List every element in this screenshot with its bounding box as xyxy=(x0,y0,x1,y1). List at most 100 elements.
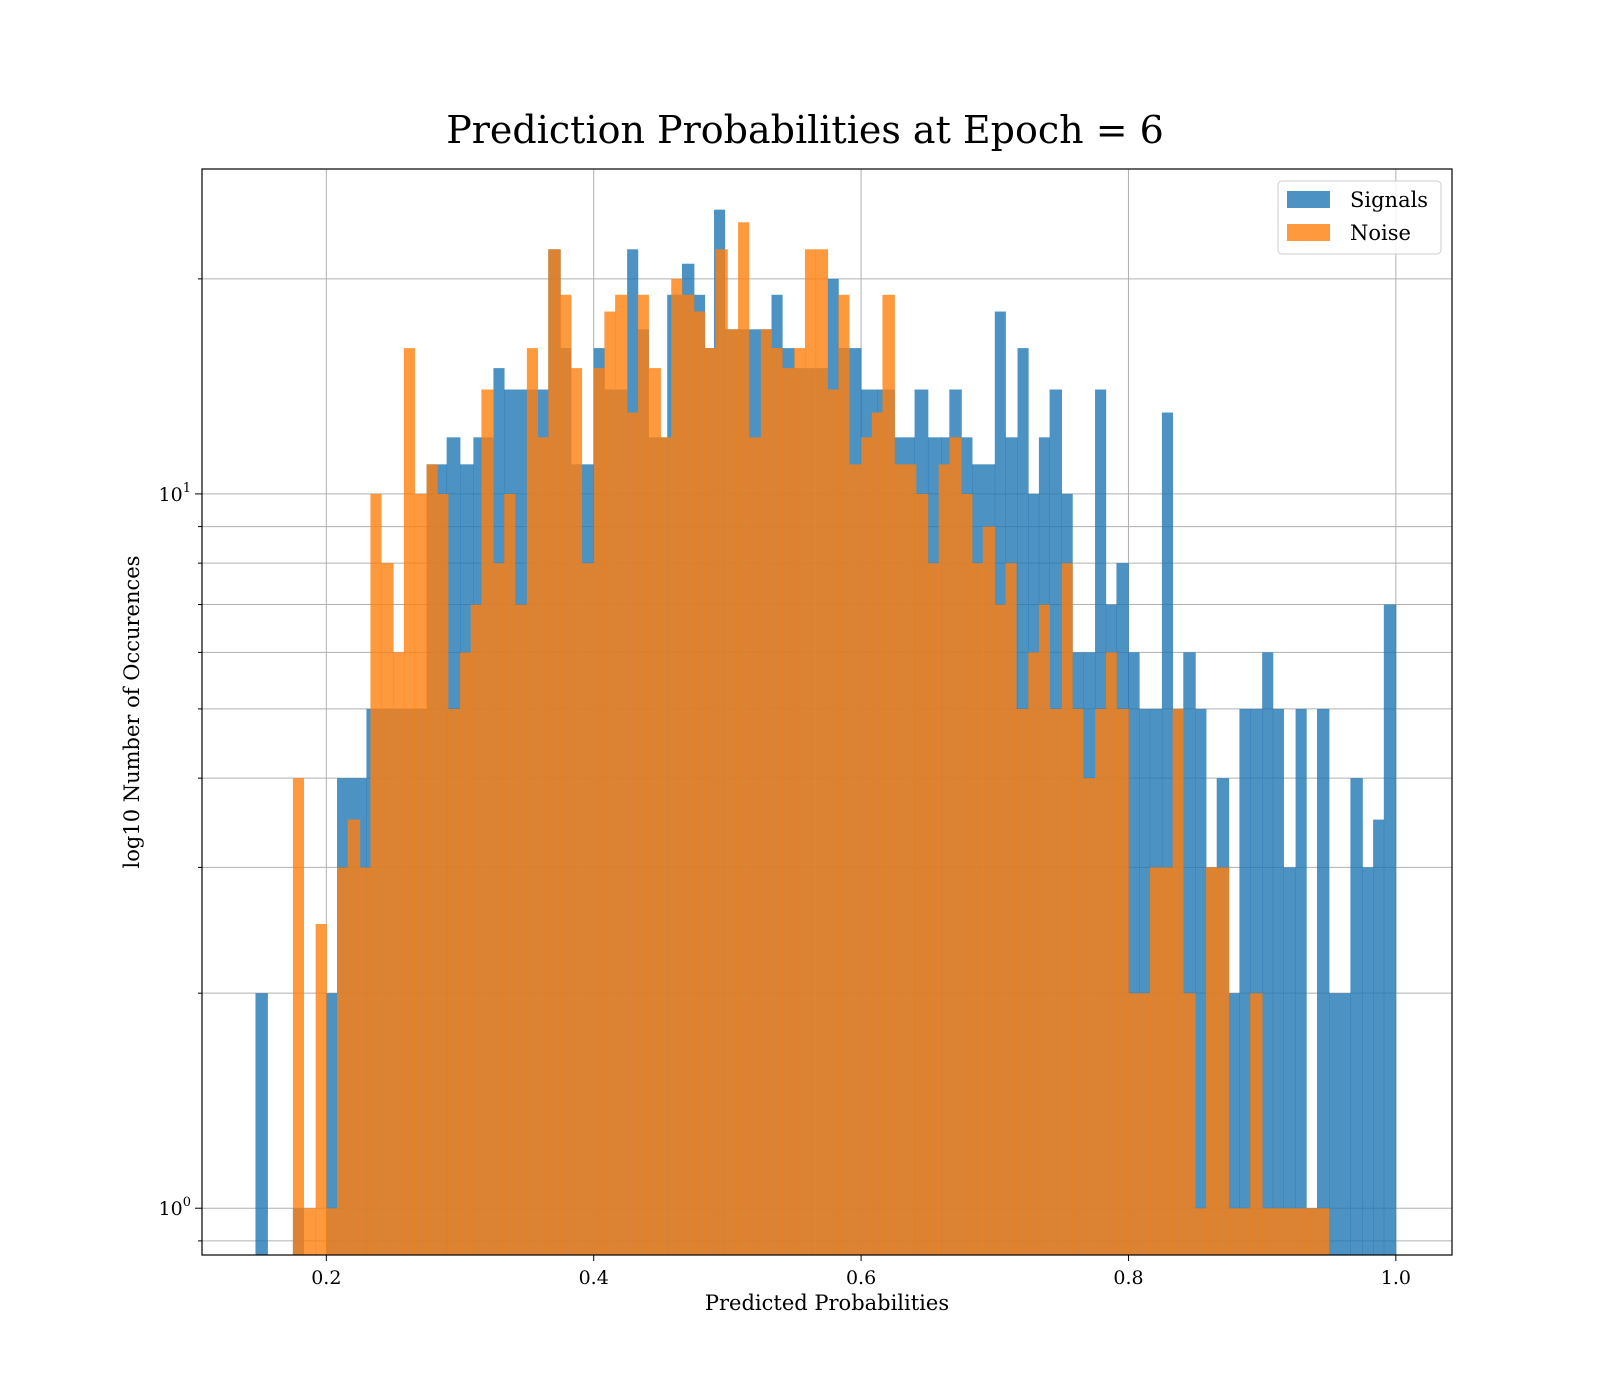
noise-bar-37 xyxy=(704,348,716,1256)
noise-bar-15 xyxy=(460,652,472,1255)
noise-bar-54 xyxy=(894,464,906,1256)
signals-bar-2 xyxy=(326,993,338,1255)
noise-bar-33 xyxy=(660,437,672,1256)
noise-bar-16 xyxy=(470,604,482,1255)
noise-bar-46 xyxy=(804,249,817,1256)
noise-bar-83 xyxy=(1216,867,1230,1255)
noise-bar-5 xyxy=(347,819,361,1255)
noise-bar-57 xyxy=(927,563,940,1255)
noise-bar-67 xyxy=(1038,604,1050,1255)
noise-bar-10 xyxy=(403,348,415,1256)
y-axis-ticks: 100 101 xyxy=(159,278,202,1242)
noise-bar-60 xyxy=(961,493,973,1255)
signals-bar-68 xyxy=(1316,708,1330,1255)
noise-bar-38 xyxy=(715,249,728,1256)
noise-bar-78 xyxy=(1161,867,1173,1255)
noise-bar-14 xyxy=(447,708,461,1255)
noise-bar-62 xyxy=(982,526,996,1255)
noise-bar-31 xyxy=(637,294,649,1255)
signals-bar-52 xyxy=(1139,708,1151,1255)
noise-bar-12 xyxy=(426,464,438,1256)
noise-bar-11 xyxy=(414,493,427,1255)
noise-bar-47 xyxy=(815,249,829,1256)
noise-bar-45 xyxy=(794,348,806,1256)
signals-bar-70 xyxy=(1350,778,1363,1255)
noise-bars xyxy=(292,222,1330,1256)
noise-bar-90 xyxy=(1295,1208,1307,1255)
noise-bar-32 xyxy=(648,368,661,1255)
signals-bar-60 xyxy=(1228,993,1240,1255)
noise-bar-82 xyxy=(1206,867,1218,1255)
signals-bar-54 xyxy=(1161,412,1173,1255)
noise-bar-86 xyxy=(1250,993,1263,1255)
noise-bar-65 xyxy=(1016,708,1029,1255)
noise-bar-84 xyxy=(1228,1208,1240,1255)
legend: Signals Noise xyxy=(1277,180,1442,255)
noise-bar-44 xyxy=(782,368,795,1255)
noise-bar-87 xyxy=(1262,1208,1274,1255)
noise-bar-26 xyxy=(581,563,595,1255)
signals-bar-0 xyxy=(255,993,268,1255)
noise-bar-51 xyxy=(861,437,873,1256)
signals-bar-64 xyxy=(1272,708,1284,1255)
signals-bar-66 xyxy=(1295,708,1307,1255)
x-tick-label-0-8: 0.8 xyxy=(1113,1267,1143,1289)
noise-bar-63 xyxy=(994,604,1006,1255)
noise-bar-68 xyxy=(1049,708,1063,1255)
y-axis-label: log10 Number of Occurences xyxy=(120,556,144,869)
noise-bar-1 xyxy=(303,1208,317,1255)
legend-swatch-signals xyxy=(1287,191,1330,208)
noise-bar-81 xyxy=(1195,1208,1207,1255)
noise-bar-55 xyxy=(905,464,917,1256)
noise-bar-13 xyxy=(437,493,449,1255)
x-axis-label: Predicted Probabilities xyxy=(705,1291,949,1315)
noise-bar-36 xyxy=(693,311,706,1255)
noise-bar-79 xyxy=(1172,708,1184,1255)
noise-bar-18 xyxy=(493,563,505,1255)
noise-bar-35 xyxy=(681,294,695,1255)
signals-bar-72 xyxy=(1373,819,1385,1255)
noise-bar-20 xyxy=(514,604,528,1255)
noise-bar-9 xyxy=(393,652,405,1255)
noise-bar-85 xyxy=(1239,1208,1251,1255)
noise-bar-76 xyxy=(1139,993,1151,1255)
noise-bar-25 xyxy=(570,368,583,1255)
signals-bar-65 xyxy=(1283,867,1296,1255)
noise-bar-71 xyxy=(1083,778,1096,1255)
noise-bar-6 xyxy=(359,867,371,1255)
noise-bar-58 xyxy=(938,464,950,1256)
noise-bar-88 xyxy=(1272,1208,1284,1255)
noise-bar-34 xyxy=(671,278,683,1255)
noise-bar-49 xyxy=(838,294,850,1255)
noise-bar-53 xyxy=(882,294,895,1255)
noise-bar-39 xyxy=(727,329,739,1255)
noise-bar-4 xyxy=(337,867,349,1255)
noise-bar-64 xyxy=(1005,563,1017,1255)
signals-bar-61 xyxy=(1239,708,1251,1255)
noise-bar-24 xyxy=(560,294,572,1255)
noise-bar-7 xyxy=(370,493,382,1255)
x-tick-label-0-4: 0.4 xyxy=(579,1267,609,1289)
noise-bar-92 xyxy=(1316,1208,1330,1255)
noise-bar-28 xyxy=(604,311,616,1255)
noise-bar-66 xyxy=(1028,652,1040,1255)
noise-bar-69 xyxy=(1061,563,1073,1255)
noise-bar-29 xyxy=(615,294,628,1255)
noise-bar-56 xyxy=(915,493,929,1255)
noise-bar-50 xyxy=(849,464,862,1256)
noise-bar-0 xyxy=(292,778,305,1255)
x-tick-label-0-6: 0.6 xyxy=(846,1267,876,1289)
plot-frame xyxy=(201,168,1453,1256)
noise-bar-80 xyxy=(1183,993,1196,1255)
signals-bar-51 xyxy=(1128,652,1140,1255)
noise-bar-21 xyxy=(526,348,538,1256)
noise-bar-42 xyxy=(760,329,772,1255)
noise-bar-27 xyxy=(593,368,605,1255)
legend-swatch-noise xyxy=(1287,224,1330,241)
noise-bar-70 xyxy=(1072,708,1084,1255)
noise-bar-77 xyxy=(1149,867,1163,1255)
noise-bar-75 xyxy=(1128,993,1140,1255)
noise-bar-43 xyxy=(771,348,783,1256)
noise-bar-22 xyxy=(537,437,549,1256)
